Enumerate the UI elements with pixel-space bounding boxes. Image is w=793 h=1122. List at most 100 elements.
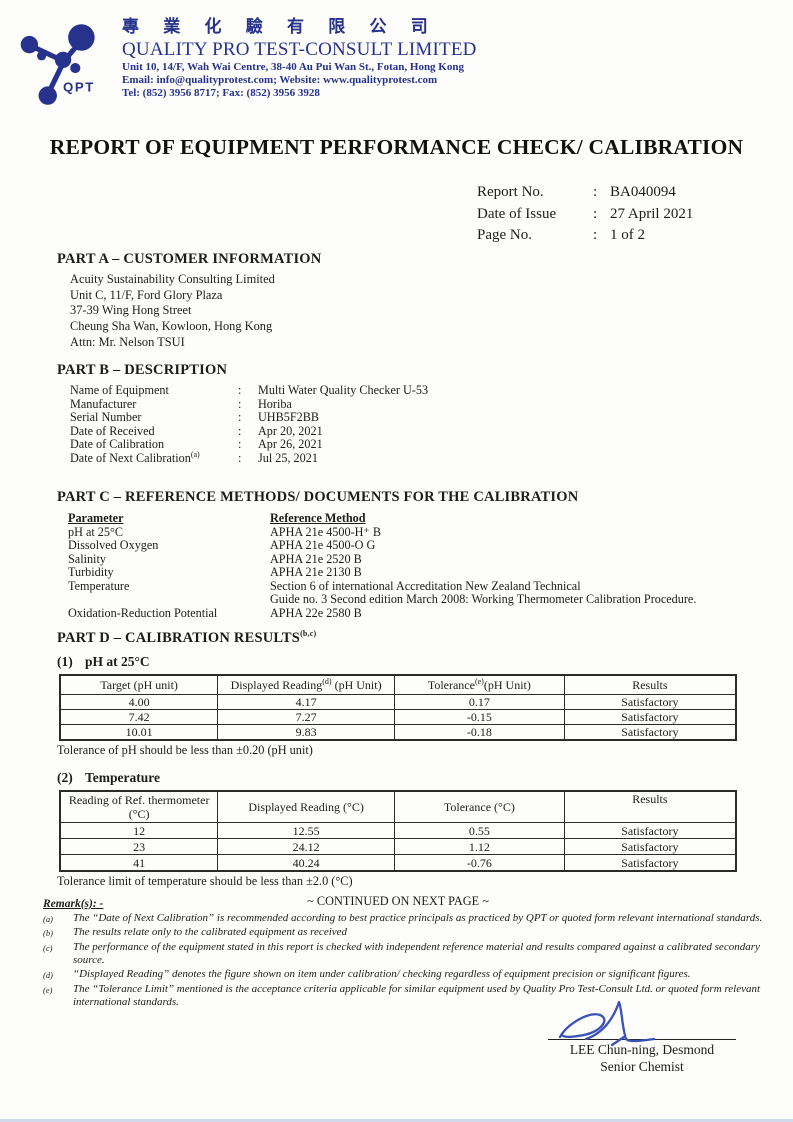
table-cell: -0.18	[393, 724, 565, 741]
temperature-section-title: (2) Temperature	[57, 770, 739, 786]
part-a-heading: PART A – CUSTOMER INFORMATION	[57, 251, 322, 267]
part-c-heading: PART C – REFERENCE METHODS/ DOCUMENTS FO…	[57, 489, 579, 505]
field-label: Date of Calibration	[70, 437, 165, 451]
field-label: Date of Received	[70, 423, 155, 438]
section-number: (1)	[57, 654, 73, 669]
table-cell: 4.17	[217, 694, 395, 710]
report-number-value: BA040094	[610, 184, 676, 200]
report-info: Report No. : BA040094 Date of Issue : 27…	[477, 182, 693, 247]
remark-item: (e) The “Tolerance Limit” mentioned is t…	[43, 983, 773, 1009]
reference-header-row: Parameter Reference Method	[68, 511, 739, 526]
parameter-column-header: Parameter	[68, 511, 124, 525]
reference-row-salinity: Salinity APHA 21e 2520 B	[68, 551, 739, 567]
method: APHA 21e 4500-O G	[270, 538, 376, 552]
method: APHA 21e 2520 B	[270, 551, 362, 566]
table-row: 23 24.12 1.12 Satisfactory	[59, 838, 737, 855]
customer-line: Attn: Mr. Nelson TSUI	[70, 334, 185, 349]
date-of-issue-row: Date of Issue : 27 April 2021	[477, 204, 693, 226]
equipment-name-row: Name of Equipment : Multi Water Quality …	[70, 383, 739, 398]
header-line-1: Reading of Ref. thermometer	[68, 793, 210, 807]
tolerance-header: Tolerance(e)(pH Unit)	[393, 674, 565, 695]
remark-marker: (d)	[43, 970, 53, 981]
remark-text: The “Tolerance Limit” mentioned is the a…	[73, 982, 761, 1008]
remark-marker: (e)	[43, 984, 53, 995]
temperature-tolerance-note: Tolerance limit of temperature should be…	[57, 874, 353, 888]
customer-line: Cheung Sha Wan, Kowloon, Hong Kong	[70, 319, 273, 334]
date-of-issue-value: 27 April 2021	[610, 205, 694, 222]
serial-number-row: Serial Number : UHB5F2BB	[70, 410, 739, 425]
date-next-calibration-row: Date of Next Calibration(a) : Jul 25, 20…	[70, 450, 739, 466]
table-cell: -0.76	[394, 854, 565, 872]
field-value: Multi Water Quality Checker U-53	[258, 383, 429, 397]
remark-text: The results relate only to the calibrate…	[73, 926, 348, 939]
table-row: 41 40.24 -0.76 Satisfactory	[59, 854, 737, 872]
part-b-description: PART B – DESCRIPTION Name of Equipment :…	[57, 362, 739, 465]
table-cell: 12	[59, 822, 219, 839]
field-value: Jul 25, 2021	[258, 450, 318, 465]
method: APHA 21e 4500-H⁺ B	[270, 524, 382, 539]
colon: :	[238, 423, 242, 438]
field-value: Horiba	[258, 396, 292, 411]
table-cell: 1.12	[394, 838, 565, 855]
target-header: Target (pH unit)	[59, 674, 219, 695]
colon: :	[238, 396, 242, 411]
customer-address-block: Acuity Sustainability Consulting Limited…	[70, 272, 739, 351]
parameter: pH at 25°C	[68, 524, 123, 539]
temperature-results-table: Reading of Ref. thermometer (°C) Display…	[59, 790, 737, 872]
table-cell: 9.83	[217, 724, 395, 741]
part-d-calibration-results: PART D – CALIBRATION RESULTS(b,c) (1) pH…	[57, 630, 739, 909]
page-number-label: Page No.	[477, 227, 532, 243]
report-number-row: Report No. : BA040094	[477, 182, 693, 204]
signatory-name: LEE Chun-ning, Desmond	[569, 1042, 715, 1057]
section-number: (2)	[57, 770, 73, 785]
remark-text: “Displayed Reading” denotes the figure s…	[73, 968, 691, 981]
remark-marker: (a)	[43, 913, 53, 924]
date-of-issue-label: Date of Issue	[477, 205, 557, 222]
ph-results-table: Target (pH unit) Displayed Reading(d) (p…	[59, 674, 737, 741]
table-row: 12 12.55 0.55 Satisfactory	[59, 822, 737, 839]
colon: :	[593, 205, 598, 222]
colon: :	[238, 410, 242, 424]
table-cell: 7.27	[217, 709, 395, 725]
colon: :	[238, 437, 242, 451]
tolerance-header: Tolerance (°C)	[394, 790, 565, 823]
field-label: Manufacturer	[70, 396, 137, 411]
footnote-marker: (b,c)	[300, 629, 317, 639]
field-label-text: Date of Next Calibration	[70, 450, 191, 465]
company-email-website: Email: info@qualityprotest.com; Website:…	[122, 73, 438, 86]
page-number-row: Page No. : 1 of 2	[477, 225, 693, 247]
parameter: Turbidity	[68, 565, 114, 579]
page-number-value: 1 of 2	[610, 227, 645, 243]
report-number-label: Report No.	[477, 184, 544, 200]
company-name-english: QUALITY PRO TEST-CONSULT LIMITED	[122, 39, 477, 60]
ph-section-title: (1) pH at 25°C	[57, 654, 739, 670]
table-row: 7.42 7.27 -0.15 Satisfactory	[59, 709, 737, 725]
colon: :	[593, 184, 598, 200]
part-c-reference-methods: PART C – REFERENCE METHODS/ DOCUMENTS FO…	[57, 489, 739, 620]
customer-line: 37-39 Wing Hong Street	[70, 303, 192, 318]
table-cell: -0.15	[393, 709, 565, 725]
parameter: Salinity	[68, 551, 106, 566]
continued-on-next-page: ~ CONTINUED ON NEXT PAGE ~	[307, 894, 489, 908]
reference-row-ph: pH at 25°C APHA 21e 4500-H⁺ B	[68, 524, 739, 540]
footnote-marker: (e)	[474, 676, 484, 686]
table-header-row: Reading of Ref. thermometer (°C) Display…	[59, 790, 737, 823]
table-cell: 23	[59, 838, 219, 855]
customer-line: Acuity Sustainability Consulting Limited	[70, 272, 275, 286]
method: APHA 22e 2580 B	[270, 605, 362, 620]
remark-item: (d) “Displayed Reading” denotes the figu…	[43, 968, 773, 982]
reference-row-turbidity: Turbidity APHA 21e 2130 B	[68, 565, 739, 580]
table-cell: Satisfactory	[563, 854, 737, 872]
field-label: Date of Next Calibration(a)	[70, 450, 238, 466]
remarks-heading: Remark(s): -	[43, 898, 104, 910]
signatory-title: Senior Chemist	[600, 1058, 684, 1074]
table-cell: 12.55	[217, 822, 395, 839]
header-text: Tolerance	[427, 677, 475, 692]
table-cell: Satisfactory	[563, 822, 737, 839]
header-text: Displayed Reading	[230, 677, 323, 692]
remark-item: (b) The results relate only to the calib…	[43, 926, 773, 940]
equipment-description-list: Name of Equipment : Multi Water Quality …	[70, 383, 739, 466]
reference-row-orp: Oxidation-Reduction Potential APHA 22e 2…	[68, 605, 739, 621]
method-line-2: Guide no. 3 Second edition March 2008: W…	[270, 592, 697, 606]
